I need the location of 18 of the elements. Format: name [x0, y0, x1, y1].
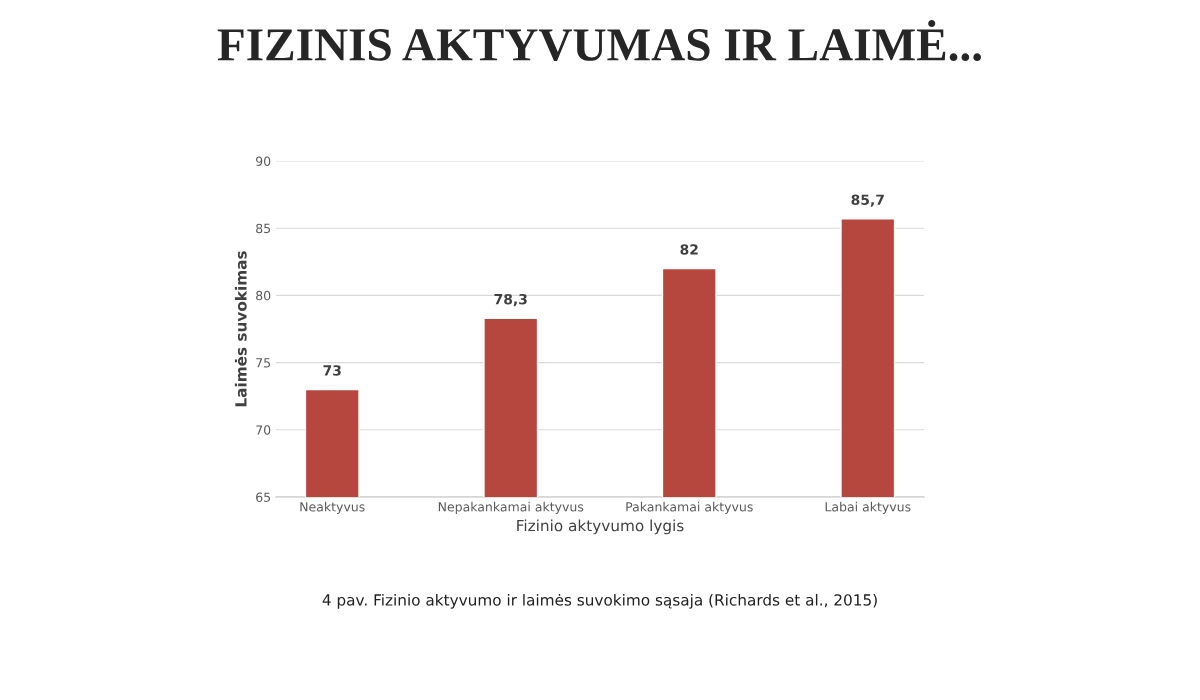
x-tick-label: Pakankamai aktyvus: [626, 501, 753, 514]
data-label: 78,3: [494, 293, 527, 307]
y-tick-label: 75: [256, 358, 271, 368]
data-label: 73: [323, 365, 341, 376]
x-tick-label: Labai aktyvus: [825, 501, 911, 514]
x-tick-label: Neaktyvus: [300, 501, 365, 514]
y-tick-label: 90: [256, 156, 271, 166]
y-tick-label: 65: [256, 492, 271, 502]
x-axis-title: Fizinio aktyvumo lygis: [517, 519, 684, 535]
data-label: 85,7: [851, 194, 884, 207]
y-tick-label: 80: [256, 290, 271, 301]
chart-title: FIZINIS AKTYVUMAS IR LAIMĖ...: [217, 20, 981, 62]
y-tick-label: 70: [256, 425, 271, 435]
y-tick-label: 85: [256, 223, 271, 234]
x-tick-label: Nepakankamai aktyvus: [438, 501, 584, 514]
data-label: 82: [680, 244, 698, 255]
y-axis-title: Laimės suvokimas: [234, 251, 247, 407]
text: 4 pav. Fizinio aktyvumo ir laimės suvokimo sąsaja (Richards et al., 2015): [322, 593, 877, 609]
